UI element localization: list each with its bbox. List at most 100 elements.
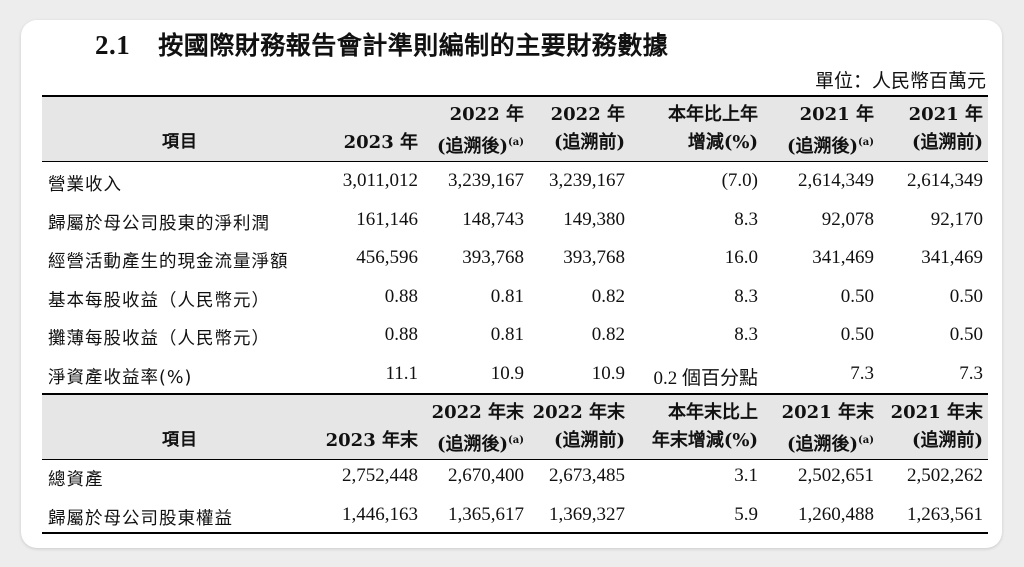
table1-row-value: 161,146 (356, 208, 418, 230)
table1-row-value: 341,469 (921, 247, 983, 268)
table1-header-c6: 2021 年 (追溯前) (873, 101, 983, 157)
footnote-marker: (a) (508, 435, 524, 446)
section-title-text: 按國際財務報告會計準則編制的主要財務數據 (158, 31, 669, 60)
table2-header-c6-line2: (追溯前) (911, 430, 983, 451)
table2-header-shade (42, 395, 988, 459)
table2-header-c4: 本年末比上 年末增減(%) (628, 399, 758, 455)
table1-header-c1-line2: 2023 年 (343, 132, 418, 153)
table1-row-label: 營業收入 (48, 175, 122, 195)
table1-row-value: 92,170 (930, 208, 983, 230)
table1-row-value: 148,743 (462, 208, 524, 230)
table2-top-rule (42, 393, 988, 395)
table2-row-value: 1,446,163 (342, 503, 418, 525)
table1-row-value: (7.0) (721, 170, 758, 191)
table1-row-value: 3,011,012 (342, 170, 418, 191)
table2-header-c2: 2022 年末 (追溯後)(a) (414, 399, 524, 459)
table1-row-value: 3,239,167 (448, 170, 524, 191)
table1-header-c4: 本年比上年增減(%) (628, 101, 758, 157)
table1-row-value: 0.50 (840, 324, 874, 345)
table2-row-value: 2,502,651 (798, 465, 874, 486)
table1-row-value: 393,768 (462, 247, 524, 268)
table2-row-value: 3.1 (734, 465, 758, 486)
table1-header-c1-line1 (308, 101, 418, 129)
table2-header-c1: 2023 年末 (308, 399, 418, 455)
table2-row-value: 2,752,448 (342, 465, 418, 486)
table2-header-c5: 2021 年末 (追溯後)(a) (754, 399, 874, 459)
table2-header-c5-line2: (追溯後)(a) (787, 434, 874, 455)
table1-row-label: 淨資產收益率(%) (48, 367, 193, 388)
table2-header-item: 項目 (162, 430, 198, 450)
table1-row-value: 2,614,349 (907, 170, 983, 191)
table1-row-value: 92,078 (821, 208, 874, 230)
table1-row-value: 0.88 (384, 285, 418, 307)
table1-header-c4-line1: 本年比上年 (668, 104, 758, 125)
table1-header-c5: 2021 年 (追溯後)(a) (754, 101, 874, 161)
table2-bottom-rule (42, 532, 988, 534)
table2-row-value: 1,369,327 (549, 503, 625, 525)
table1-header-c6-line1: 2021 年 (908, 104, 983, 125)
table1-header-c2-line1: 2022 年 (449, 104, 524, 125)
footnote-marker: (a) (858, 435, 874, 446)
table1-row-value: 149,380 (563, 208, 625, 230)
table1-row-value: 8.3 (734, 285, 758, 307)
footnote-marker: (a) (508, 137, 524, 148)
section-heading: 2.1 按國際財務報告會計準則編制的主要財務數據 (95, 26, 668, 62)
table2-header-c3: 2022 年末 (追溯前) (525, 399, 625, 455)
table1-row-value: 0.82 (591, 324, 625, 345)
table1-row-value: 10.9 (490, 362, 524, 384)
table1-row-value: 0.81 (490, 324, 524, 345)
table1-row-value: 16.0 (724, 247, 758, 268)
table1-row-value: 393,768 (563, 247, 625, 268)
table1-row-label: 攤薄每股收益（人民幣元） (48, 329, 270, 349)
table1-header-item: 項目 (162, 132, 198, 152)
table2-row-value: 5.9 (734, 503, 758, 525)
table1-row-value: 10.9 (591, 362, 625, 384)
table1-row-label: 歸屬於母公司股東的淨利潤 (48, 213, 270, 234)
table1-row-value: 11.1 (385, 362, 418, 384)
table1-row-value: 3,239,167 (549, 170, 625, 191)
table1-row-value: 341,469 (812, 247, 874, 268)
table2-row-value: 1,365,617 (448, 503, 524, 525)
table1-header-c4-line2: 增減(%) (687, 132, 758, 153)
table2-header-c3-line2: (追溯前) (553, 430, 625, 451)
table1-header-c2: 2022 年 (追溯後)(a) (414, 101, 524, 161)
table2-row-label: 歸屬於母公司股東權益 (48, 508, 233, 529)
table1-row-value: 0.81 (490, 285, 524, 307)
table2-row-value: 2,670,400 (448, 465, 524, 486)
table1-row-value: 0.50 (949, 324, 983, 345)
table1-header-c1: 2023 年 (308, 101, 418, 157)
section-number: 2.1 (95, 30, 131, 60)
table2-header-c4-line1: 本年末比上 (668, 402, 758, 423)
table1-header-c5-line1: 2021 年 (799, 104, 874, 125)
table1-row-value: 0.2 個百分點 (653, 367, 758, 389)
table2-row-value: 2,502,262 (907, 465, 983, 486)
table1-row-value: 456,596 (356, 247, 418, 268)
table1-header-c5-line2: (追溯後)(a) (787, 136, 874, 157)
table2-header-c6-line1: 2021 年末 (890, 402, 983, 423)
footnote-marker: (a) (858, 137, 874, 148)
table1-row-value: 8.3 (734, 324, 758, 345)
table1-header-c6-line2: (追溯前) (911, 132, 983, 153)
table1-header-c3: 2022 年 (追溯前) (525, 101, 625, 157)
table2-header-rule (42, 459, 988, 460)
table1-header-shade (42, 97, 988, 161)
table1-header-c3-line2: (追溯前) (553, 132, 625, 153)
table2-header-c1-line2: 2023 年末 (325, 430, 418, 451)
table2-row-value: 1,260,488 (798, 503, 874, 525)
table1-top-rule (42, 95, 988, 97)
table1-row-value: 2,614,349 (798, 170, 874, 191)
table2-row-value: 1,263,561 (907, 503, 983, 525)
table2-header-c6: 2021 年末 (追溯前) (873, 399, 983, 455)
table1-row-value: 7.3 (850, 362, 874, 384)
table2-header-c2-line2: (追溯後)(a) (437, 434, 524, 455)
table1-row-label: 基本每股收益（人民幣元） (48, 290, 270, 311)
table1-header-c3-line1: 2022 年 (550, 104, 625, 125)
table2-header-c5-line1: 2021 年末 (781, 402, 874, 423)
table1-row-value: 0.82 (591, 285, 625, 307)
table2-row-label: 總資產 (48, 470, 104, 490)
table1-header-c2-line2: (追溯後)(a) (437, 136, 524, 157)
table2-header-c2-line1: 2022 年末 (431, 402, 524, 423)
table1-row-label: 經營活動產生的現金流量淨額 (48, 252, 289, 272)
table1-row-value: 0.88 (384, 324, 418, 345)
unit-note: 單位：人民幣百萬元 (814, 70, 986, 92)
